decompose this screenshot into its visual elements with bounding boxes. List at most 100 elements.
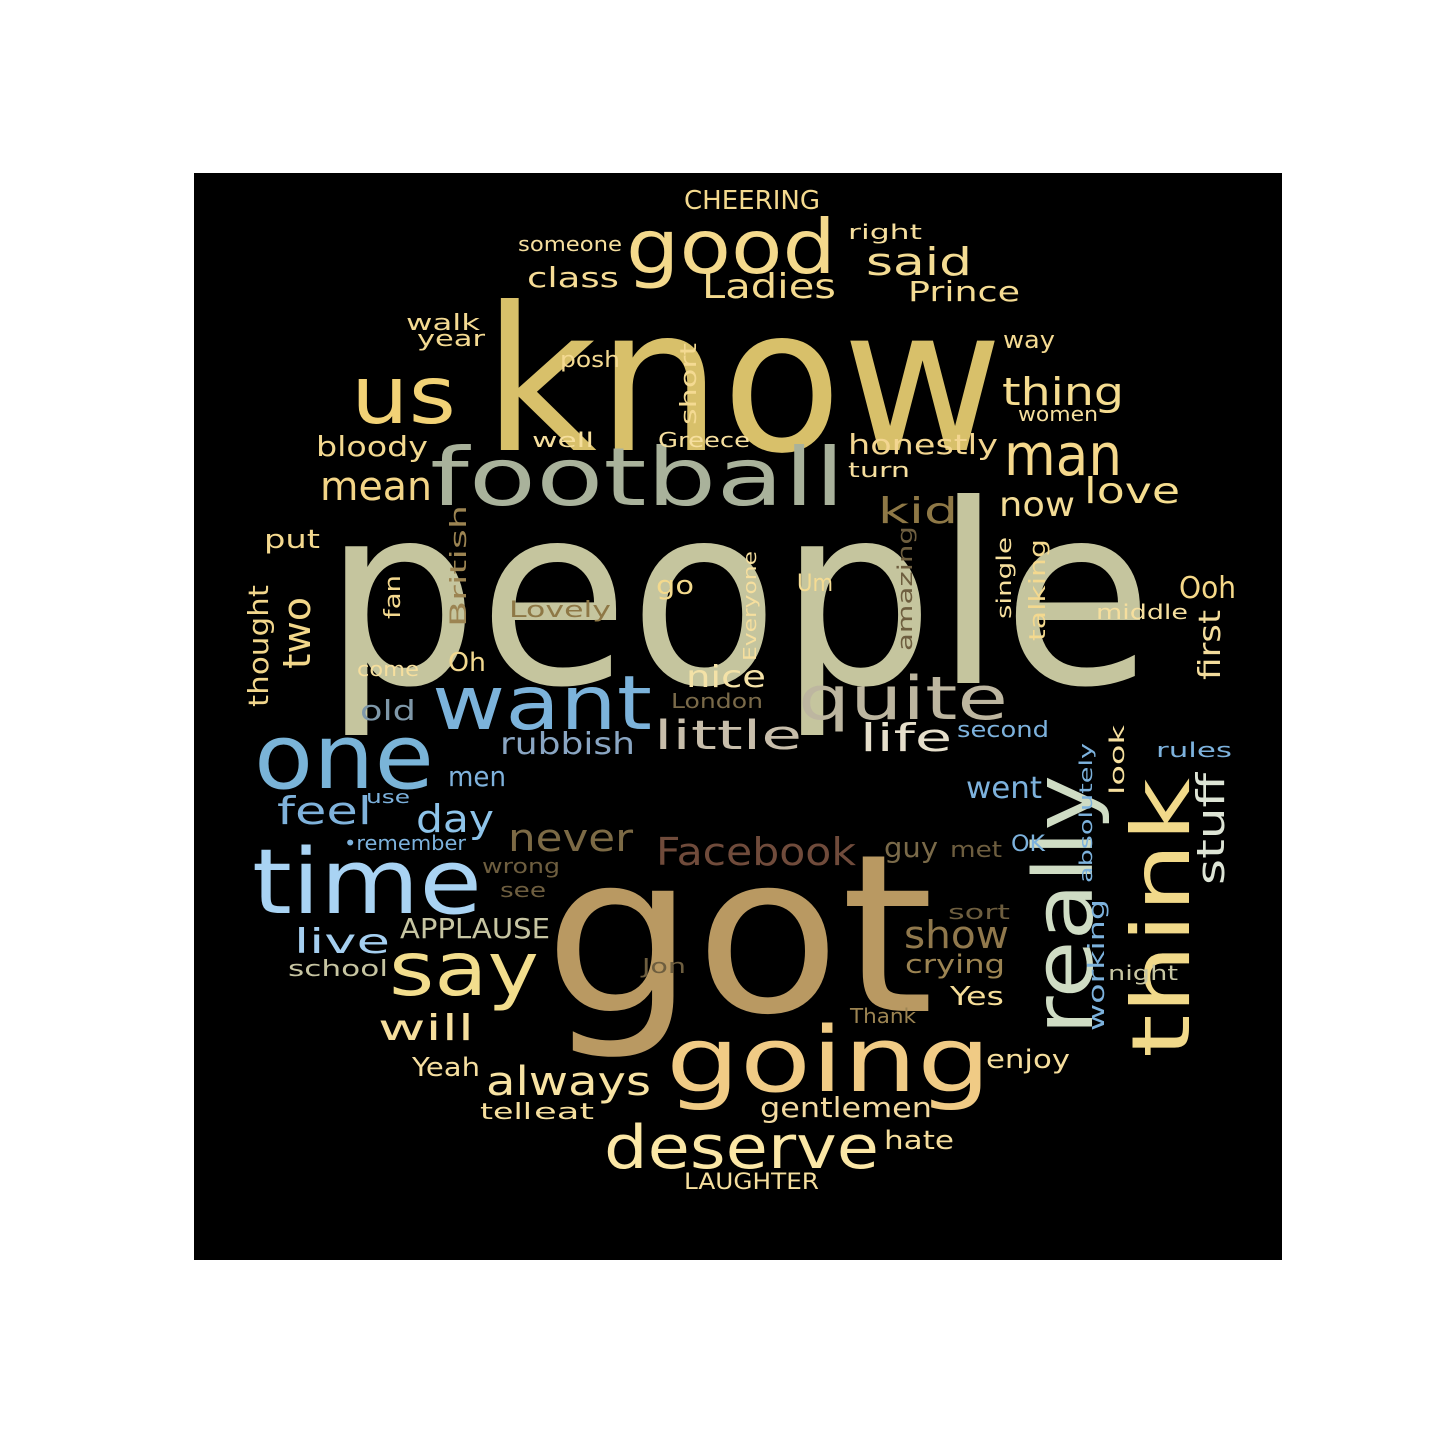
word-um: Um: [797, 569, 833, 597]
word-feel: feel: [277, 789, 372, 833]
word-football: football: [430, 431, 845, 524]
word-now: now: [999, 485, 1075, 525]
word-stuff: stuff: [1189, 772, 1233, 885]
word-think: think: [1115, 777, 1208, 1058]
word-rules: rules: [1156, 738, 1232, 762]
word-walk: walk: [406, 311, 480, 336]
word-little: little: [654, 713, 802, 759]
word-mean: mean: [320, 464, 432, 510]
word-yeah: Yeah: [411, 1053, 480, 1083]
word-london: London: [671, 689, 763, 713]
word-nice: nice: [686, 660, 766, 695]
word-good: good: [626, 203, 836, 291]
word-women: women: [1018, 402, 1098, 426]
word-second: second: [957, 718, 1049, 743]
word-school: school: [288, 957, 388, 982]
word-sort: sort: [948, 900, 1010, 924]
word-ladies: Ladies: [702, 267, 836, 307]
word-two: two: [275, 597, 319, 669]
word-go: go: [656, 571, 694, 601]
word-facebook: Facebook: [656, 830, 856, 874]
word-life: life: [860, 716, 952, 760]
word-someone: someone: [518, 232, 622, 256]
word-day: day: [416, 797, 494, 841]
word-cloud: people know got think really football go…: [194, 173, 1282, 1260]
word-yes: Yes: [949, 982, 1004, 1012]
word-never: never: [508, 816, 633, 860]
word-working: working: [1085, 899, 1110, 1031]
word-posh: posh: [560, 348, 620, 373]
word-come: come: [357, 657, 419, 681]
word-got: got: [544, 807, 934, 1063]
word-way: way: [1003, 326, 1055, 354]
word-right: right: [848, 220, 922, 244]
word-met: met: [950, 838, 1002, 863]
word-use: use: [366, 787, 410, 808]
word-cloud-svg: people know got think really football go…: [242, 186, 1236, 1195]
word-everyone: Everyone: [740, 551, 761, 661]
word-honestly: honestly: [848, 428, 998, 461]
word-live: live: [294, 922, 390, 962]
word-bloody: bloody: [316, 430, 428, 463]
word-oh: Oh: [448, 648, 486, 678]
word-us: us: [351, 349, 456, 442]
word-rubbish: rubbish: [500, 727, 635, 762]
word-enjoy: enjoy: [986, 1045, 1070, 1075]
word-night: night: [1108, 961, 1178, 985]
word-amazing: amazing: [893, 526, 917, 651]
word-talking: talking: [1026, 539, 1051, 641]
word-cheering: CHEERING: [684, 186, 820, 216]
word-prince: Prince: [908, 275, 1020, 308]
word-first: first: [1193, 610, 1228, 680]
word-quite: quite: [798, 664, 1008, 734]
word-always: always: [486, 1059, 651, 1105]
word-will: will: [378, 1008, 474, 1049]
word-thing: thing: [1002, 370, 1124, 414]
word-well: well: [532, 428, 594, 452]
word-look: look: [1105, 724, 1129, 795]
word-greece: Greece: [658, 428, 750, 452]
word-jon: Jon: [639, 954, 686, 978]
word-short: short: [677, 342, 702, 425]
word-single: single: [992, 537, 1016, 619]
word-know: know: [483, 265, 1003, 498]
word-remember: •remember: [344, 831, 467, 855]
word-love: love: [1084, 471, 1180, 512]
word-thought: thought: [242, 585, 275, 707]
word-see: see: [500, 878, 546, 902]
word-guy: guy: [884, 831, 938, 864]
word-fan: fan: [381, 575, 406, 619]
word-said: said: [866, 240, 972, 284]
word-say: say: [389, 925, 539, 1013]
word-man: man: [1004, 421, 1122, 489]
word-ooh: Ooh: [1179, 571, 1236, 606]
word-people: people: [323, 451, 1153, 742]
word-gentlemen: gentlemen: [760, 1091, 932, 1124]
word-deserve: deserve: [604, 1113, 879, 1183]
word-thank: Thank: [849, 1004, 917, 1028]
word-year: year: [417, 327, 486, 352]
word-kid: kid: [878, 491, 958, 532]
word-eat: eat: [534, 1100, 595, 1125]
word-time: time: [252, 830, 482, 935]
word-british: British: [447, 505, 472, 627]
word-went: went: [966, 771, 1042, 806]
word-lovely: Lovely: [509, 598, 611, 623]
word-really: really: [1017, 775, 1112, 1035]
word-absolutely: absolutely: [1076, 742, 1097, 883]
word-put: put: [264, 525, 320, 555]
word-tell: tell: [480, 1100, 532, 1125]
word-want: want: [432, 659, 652, 747]
word-men: men: [448, 760, 506, 793]
word-one: one: [254, 705, 434, 810]
word-laughter: LAUGHTER: [684, 1170, 819, 1195]
word-class: class: [527, 261, 619, 294]
word-old: old: [360, 694, 416, 727]
word-applause: APPLAUSE: [400, 912, 550, 945]
word-middle: middle: [1096, 600, 1188, 624]
word-ok: OK: [1011, 832, 1046, 857]
word-turn: turn: [848, 458, 910, 482]
word-wrong: wrong: [482, 854, 560, 878]
word-show: show: [904, 913, 1009, 957]
word-hate: hate: [884, 1126, 954, 1156]
